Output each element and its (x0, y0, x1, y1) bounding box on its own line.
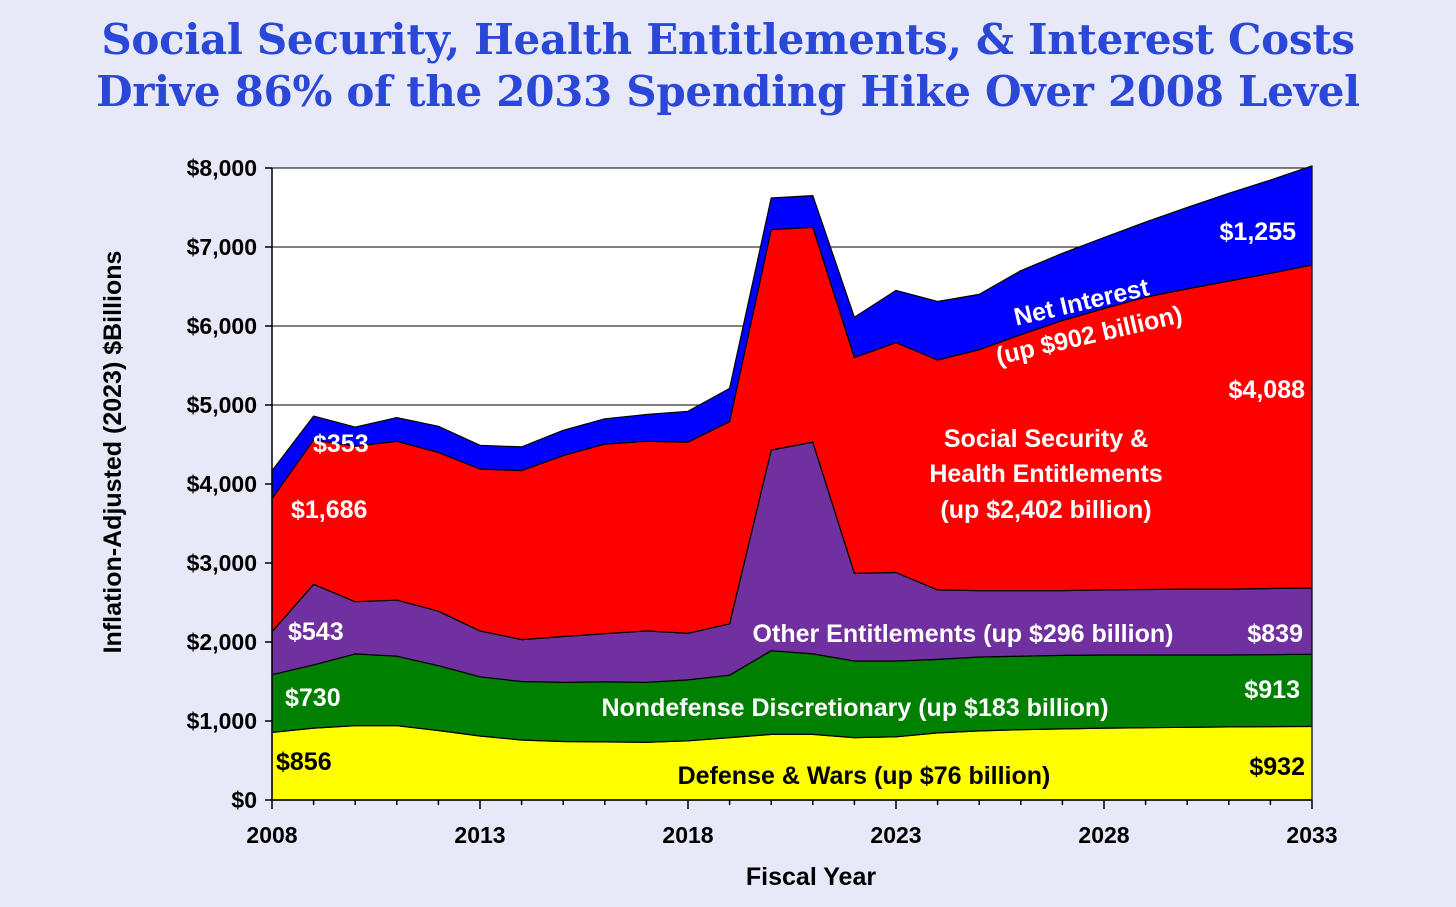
x-tick-label: 2033 (1286, 822, 1337, 848)
x-tick-label: 2023 (870, 822, 921, 848)
y-tick-label: $3,000 (187, 550, 257, 576)
label-other-2008: $543 (288, 618, 344, 646)
y-tick-label: $4,000 (187, 471, 257, 497)
x-tick-labels: 2008 2013 2018 2023 2028 2033 (246, 822, 1337, 848)
label-other-2033: $839 (1247, 620, 1303, 648)
label-other-annotation: Other Entitlements (up $296 billion) (753, 620, 1174, 648)
y-tick-label: $1,000 (187, 708, 257, 734)
label-ss-2033: $4,088 (1229, 376, 1306, 404)
y-tick-label: $0 (231, 787, 257, 813)
x-tick-label: 2028 (1078, 822, 1129, 848)
x-tick-label: 2018 (662, 822, 713, 848)
x-axis-title: Fiscal Year (746, 863, 876, 891)
label-interest-2033: $1,255 (1220, 218, 1297, 246)
x-tick-label: 2013 (454, 822, 505, 848)
label-ss-annotation-1: Social Security & (944, 425, 1148, 453)
area-series (271, 165, 1313, 801)
label-defense-2033: $932 (1249, 753, 1305, 781)
label-ss-annotation-2: Health Entitlements (929, 460, 1162, 488)
y-tick-label: $8,000 (187, 155, 257, 181)
y-tick-label: $5,000 (187, 392, 257, 418)
chart-title-line-1: Social Security, Health Entitlements, & … (101, 15, 1355, 64)
label-interest-2008: $353 (313, 430, 369, 458)
y-tick-label: $6,000 (187, 313, 257, 339)
label-nondefense-2033: $913 (1244, 676, 1300, 704)
label-defense-2008: $856 (276, 748, 332, 776)
label-ss-annotation-3: (up $2,402 billion) (940, 496, 1151, 524)
axes (265, 167, 1313, 809)
x-tick-label: 2008 (246, 822, 297, 848)
y-tick-label: $7,000 (187, 234, 257, 260)
label-nondefense-2008: $730 (285, 684, 341, 712)
y-tick-label: $2,000 (187, 629, 257, 655)
chart-title: Social Security, Health Entitlements, & … (0, 14, 1456, 118)
label-ss-2008: $1,686 (291, 496, 367, 524)
y-tick-labels: $0 $1,000 $2,000 $3,000 $4,000 $5,000 $6,000 $7… (187, 155, 257, 813)
label-nondefense-annotation: Nondefense Discretionary (up $183 billio… (601, 694, 1108, 722)
chart-title-line-2: Drive 86% of the 2033 Spending Hike Over… (96, 67, 1360, 116)
y-axis-title: Inflation-Adjusted (2023) $Billions (99, 251, 127, 654)
label-defense-annotation: Defense & Wars (up $76 billion) (678, 762, 1051, 790)
